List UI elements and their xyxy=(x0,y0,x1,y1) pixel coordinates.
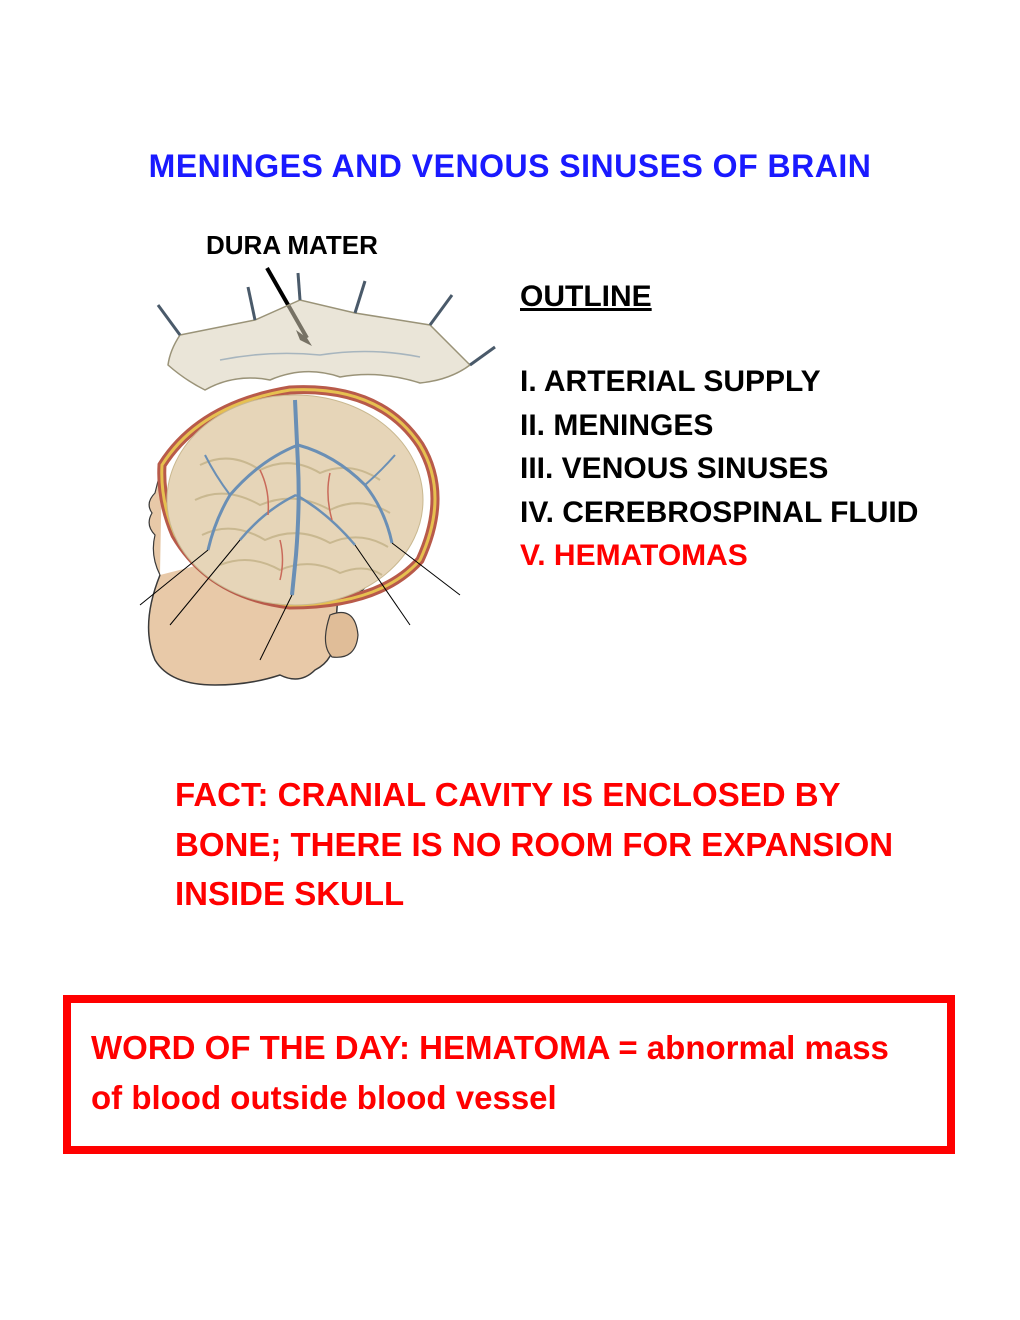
slide-page: MENINGES AND VENOUS SINUSES OF BRAIN DUR… xyxy=(0,0,1020,1320)
brain-dura-illustration xyxy=(120,265,500,695)
outline-item: IV. CEREBROSPINAL FLUID xyxy=(520,491,920,535)
outline-heading: OUTLINE xyxy=(520,280,652,314)
outline-item: III. VENOUS SINUSES xyxy=(520,447,920,491)
word-of-day-box: WORD OF THE DAY: HEMATOMA = abnormal mas… xyxy=(63,995,955,1154)
fact-text: FACT: CRANIAL CAVITY IS ENCLOSED BY BONE… xyxy=(175,770,895,919)
outline-item: I. ARTERIAL SUPPLY xyxy=(520,360,920,404)
outline-item-highlight: V. HEMATOMAS xyxy=(520,534,920,578)
dura-mater-label: DURA MATER xyxy=(206,230,378,261)
page-title: MENINGES AND VENOUS SINUSES OF BRAIN xyxy=(0,148,1020,185)
word-of-day-text: WORD OF THE DAY: HEMATOMA = abnormal mas… xyxy=(91,1029,889,1116)
outline-list: I. ARTERIAL SUPPLY II. MENINGES III. VEN… xyxy=(520,360,920,578)
outline-item: II. MENINGES xyxy=(520,404,920,448)
